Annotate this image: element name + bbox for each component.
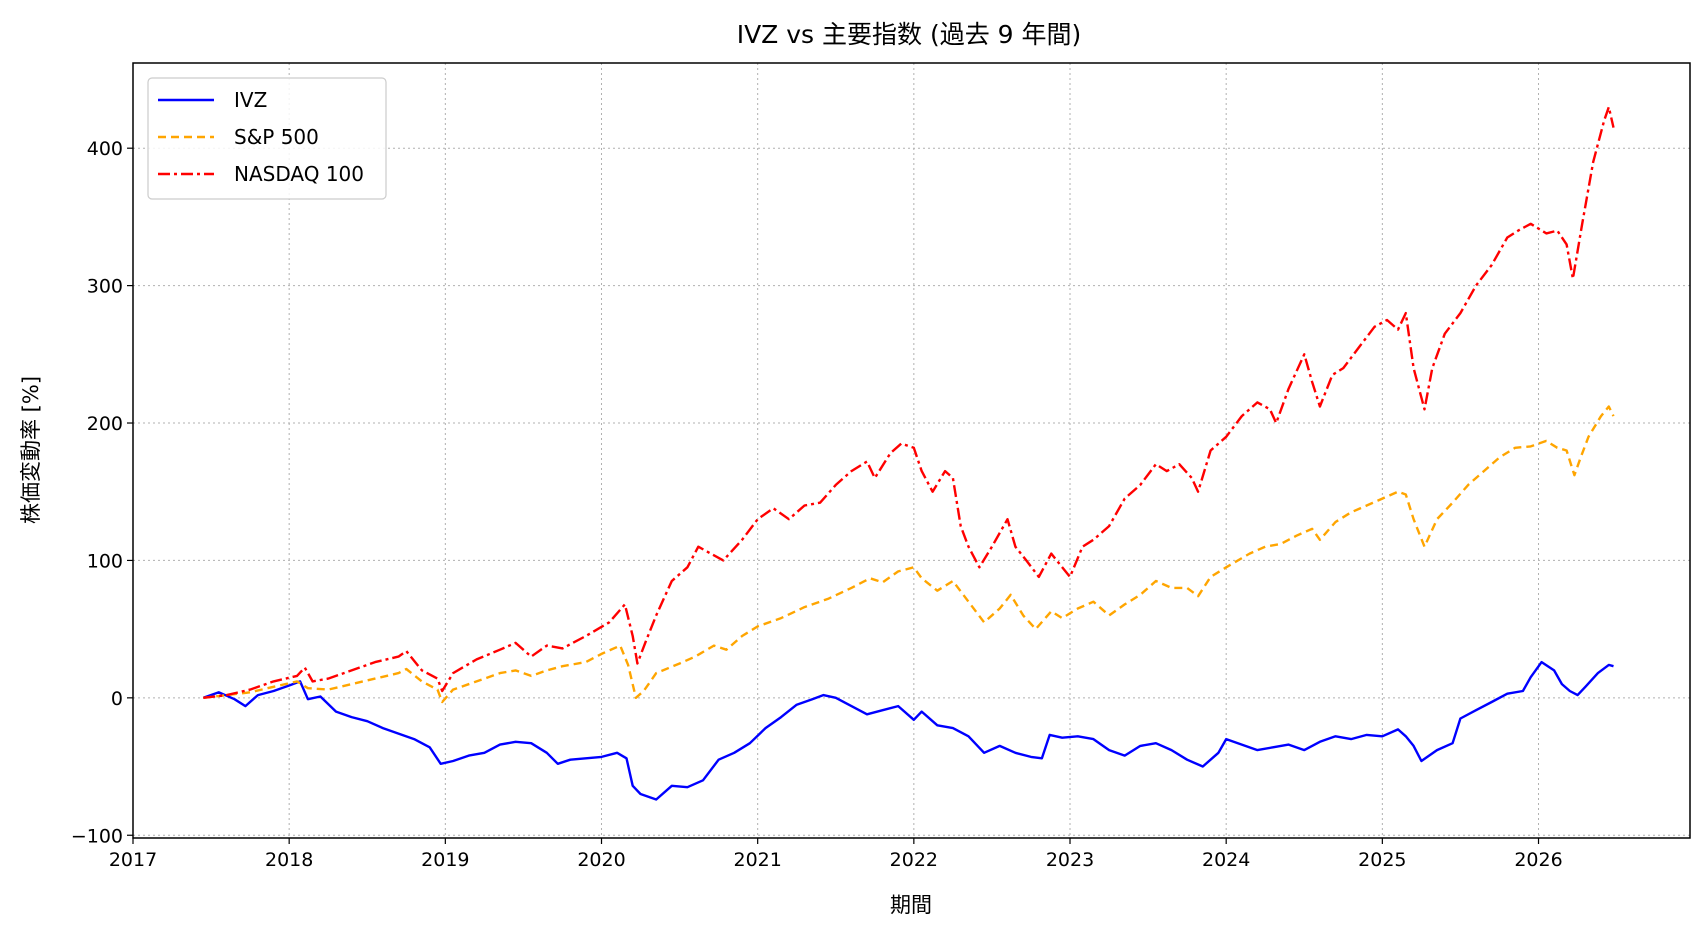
x-tick-label: 2022 [890,849,938,871]
plot-frame [132,62,1691,839]
legend-label-s-p-500: S&P 500 [234,125,319,149]
legend-label-ivz: IVZ [234,88,267,112]
x-tick-label: 2025 [1358,849,1406,871]
x-tick-label: 2017 [109,849,157,871]
y-axis-label: 株価変動率 [%] [19,376,43,524]
x-tick-label: 2019 [421,849,469,871]
series-line-nasdaq-100 [203,105,1615,699]
x-tick-label: 2023 [1046,849,1094,871]
x-tick-label: 2018 [265,849,313,871]
x-tick-label: 2026 [1514,849,1562,871]
series-line-s-p-500 [203,405,1615,704]
x-tick-label: 2024 [1202,849,1250,871]
x-tick-label: 2021 [733,849,781,871]
series-lines [202,105,1615,801]
x-tick-label: 2020 [577,849,625,871]
legend: IVZ S&P 500 NASDAQ 100 [147,77,387,200]
y-tick-label: −100 [71,825,123,847]
y-tick-label: 0 [111,688,123,710]
y-tick-label: 300 [87,276,123,298]
x-axis-label: 期間 [890,893,932,917]
chart-title: IVZ vs 主要指数 (過去 9 年間) [737,20,1082,49]
legend-label-nasdaq-100: NASDAQ 100 [234,162,364,186]
legend-box [147,77,387,200]
axis-ticks: 2017 2018 2019 2020 2021 2022 2023 2024 2025 2026… [71,138,1563,871]
y-tick-label: 100 [87,550,123,572]
y-tick-label: 200 [87,413,123,435]
y-tick-label: 400 [87,138,123,160]
series-line-ivz [202,660,1614,801]
